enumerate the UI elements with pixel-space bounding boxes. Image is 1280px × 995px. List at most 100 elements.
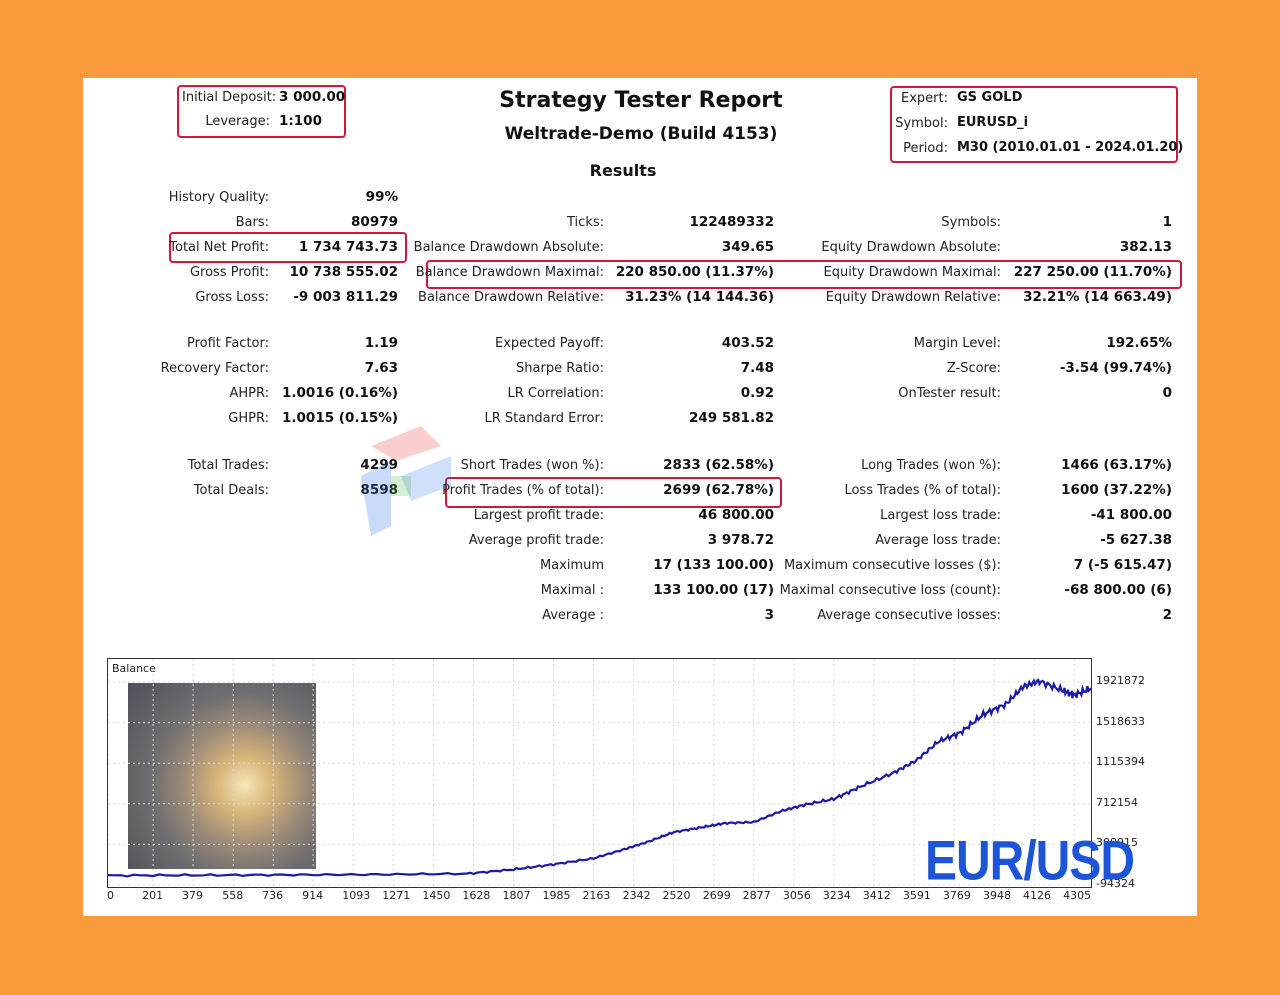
sharpe-ratio-value: 7.48 <box>740 360 774 376</box>
sharpe-ratio-label: Sharpe Ratio: <box>516 361 604 376</box>
avg-consec-losses-label: Average consecutive losses: <box>817 608 1001 623</box>
expert-label: Expert: <box>901 91 948 106</box>
profit-trades-label: Profit Trades (% of total): <box>442 483 604 498</box>
report-title: Strategy Tester Report <box>499 88 783 113</box>
bars-label: Bars: <box>235 215 269 230</box>
long-trades-label: Long Trades (won %): <box>861 458 1001 473</box>
profit-factor-label: Profit Factor: <box>187 336 269 351</box>
x-tick-label: 4305 <box>1063 889 1092 902</box>
x-tick-label: 2877 <box>742 889 771 902</box>
symbol-value: EURUSD_i <box>957 115 1029 130</box>
x-tick-label: 1093 <box>342 889 371 902</box>
largest-profit-label: Largest profit trade: <box>473 508 604 523</box>
x-tick-label: 2342 <box>622 889 651 902</box>
x-tick-label: 914 <box>302 889 324 902</box>
profit-trades-value: 2699 (62.78%) <box>663 482 774 498</box>
z-score-label: Z-Score: <box>946 361 1001 376</box>
avg-profit-value: 3 978.72 <box>707 532 774 548</box>
y-tick-label: 1921872 <box>1096 674 1145 687</box>
x-tick-label: 379 <box>182 889 204 902</box>
margin-level-label: Margin Level: <box>913 336 1001 351</box>
bars-value: 80979 <box>351 214 398 230</box>
largest-profit-value: 46 800.00 <box>698 507 774 523</box>
total-trades-value: 4299 <box>360 457 398 473</box>
balance-dd-abs-label: Balance Drawdown Absolute: <box>413 240 604 255</box>
expert-value: GS GOLD <box>957 90 1023 105</box>
ahpr-value: 1.0016 (0.16%) <box>282 385 398 401</box>
y-tick-label: 712154 <box>1096 795 1138 809</box>
drawdown-maximal-highlight <box>426 260 1182 289</box>
y-tick-label: 1115394 <box>1096 755 1145 769</box>
x-tick-label: 1450 <box>422 889 451 902</box>
profit-trades-highlight <box>445 477 782 508</box>
expert-symbol-period-box <box>890 86 1178 163</box>
long-trades-value: 1466 (63.17%) <box>1061 457 1172 473</box>
balance-chart-svg <box>108 659 1091 887</box>
balance-chart: Balance <box>107 658 1092 888</box>
y-tick-label: -94324 <box>1096 877 1135 890</box>
x-tick-label: 2520 <box>662 889 691 902</box>
equity-dd-rel-label: Equity Drawdown Relative: <box>825 290 1001 305</box>
short-trades-label: Short Trades (won %): <box>460 458 604 473</box>
avg-loss-label: Average loss trade: <box>875 533 1001 548</box>
maximal-consec-loss-label: Maximal consecutive loss (count): <box>779 583 1001 598</box>
ontester-value: 0 <box>1162 385 1172 401</box>
leverage-label: Leverage: <box>205 114 270 129</box>
x-tick-label: 3591 <box>902 889 931 902</box>
avg-consec-wins-label: Average : <box>542 608 604 623</box>
gross-loss-label: Gross Loss: <box>195 290 269 305</box>
ontester-label: OnTester result: <box>898 386 1001 401</box>
largest-loss-label: Largest loss trade: <box>880 508 1001 523</box>
x-tick-label: 736 <box>262 889 284 902</box>
max-consec-losses-value: 7 (-5 615.47) <box>1073 557 1172 573</box>
equity-dd-abs-value: 382.13 <box>1119 239 1172 255</box>
gross-profit-label: Gross Profit: <box>189 265 269 280</box>
history-quality-label: History Quality: <box>168 190 269 205</box>
watermark-logo-icon <box>361 426 451 536</box>
short-trades-value: 2833 (62.58%) <box>663 457 774 473</box>
x-tick-label: 1985 <box>542 889 571 902</box>
recovery-factor-value: 7.63 <box>364 360 398 376</box>
avg-consec-losses-value: 2 <box>1162 607 1172 623</box>
history-quality-value: 99% <box>365 189 398 205</box>
x-tick-label: 3234 <box>822 889 851 902</box>
balance-dd-rel-value: 31.23% (14 144.36) <box>625 289 774 305</box>
balance-dd-max-label: Balance Drawdown Maximal: <box>415 265 604 280</box>
x-tick-label: 558 <box>222 889 244 902</box>
x-tick-label: 3948 <box>983 889 1012 902</box>
x-tick-label: 1271 <box>382 889 411 902</box>
total-net-profit-value: 1 734 743.73 <box>298 239 398 255</box>
expected-payoff-value: 403.52 <box>721 335 774 351</box>
equity-dd-max-value: 227 250.00 (11.70%) <box>1013 264 1172 280</box>
x-tick-label: 3769 <box>942 889 971 902</box>
max-consec-wins-label: Maximum <box>539 558 604 573</box>
total-net-profit-highlight <box>169 232 407 263</box>
eurusd-overlay-label: EUR/USD <box>925 831 1135 893</box>
equity-dd-rel-value: 32.21% (14 663.49) <box>1023 289 1172 305</box>
total-net-profit-label: Total Net Profit: <box>169 240 269 255</box>
y-tick-label: 308915 <box>1096 836 1138 850</box>
x-tick-label: 2699 <box>702 889 731 902</box>
balance-dd-rel-label: Balance Drawdown Relative: <box>418 290 604 305</box>
total-deals-label: Total Deals: <box>193 483 269 498</box>
ticks-label: Ticks: <box>567 215 604 230</box>
lr-std-error-value: 249 581.82 <box>689 410 774 426</box>
recovery-factor-label: Recovery Factor: <box>160 361 269 376</box>
period-label: Period: <box>903 141 948 156</box>
period-value: M30 (2010.01.01 - 2024.01.20) <box>957 140 1184 155</box>
ghpr-label: GHPR: <box>228 411 269 426</box>
x-tick-label: 2163 <box>582 889 611 902</box>
x-tick-label: 3412 <box>862 889 891 902</box>
largest-loss-value: -41 800.00 <box>1090 507 1172 523</box>
initial-deposit-label: Initial Deposit: <box>182 90 277 105</box>
maximal-consec-profit-label: Maximal : <box>540 583 604 598</box>
deposit-leverage-box <box>177 85 346 138</box>
profit-factor-value: 1.19 <box>364 335 398 351</box>
max-consec-wins-value: 17 (133 100.00) <box>653 557 774 573</box>
x-tick-label: 4126 <box>1022 889 1051 902</box>
lr-correlation-label: LR Correlation: <box>507 386 604 401</box>
report-subtitle: Weltrade-Demo (Build 4153) <box>504 124 778 144</box>
balance-dd-max-value: 220 850.00 (11.37%) <box>615 264 774 280</box>
gross-profit-value: 10 738 555.02 <box>289 264 398 280</box>
loss-trades-value: 1600 (37.22%) <box>1061 482 1172 498</box>
